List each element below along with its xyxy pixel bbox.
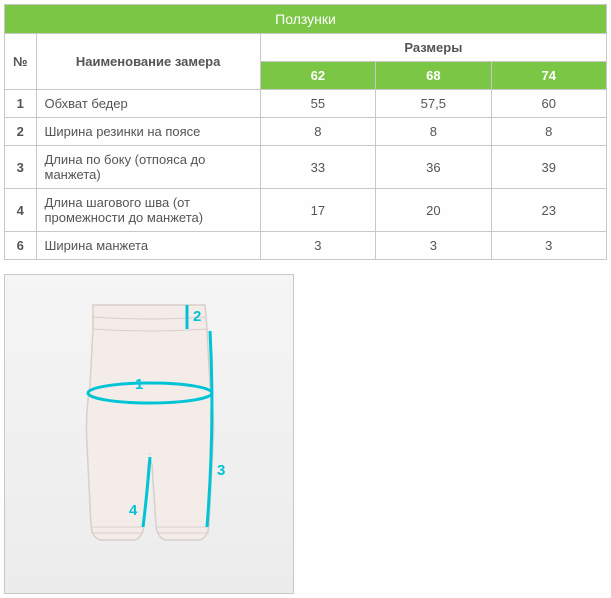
measure-label-4: 4: [129, 502, 138, 519]
table-row: 6 Ширина манжета 3 3 3: [5, 232, 607, 260]
measure-label-3: 3: [217, 462, 225, 479]
row-num: 2: [5, 118, 37, 146]
row-name: Длина шагового шва (от промежности до ма…: [36, 189, 260, 232]
row-name: Обхват бедер: [36, 90, 260, 118]
row-val: 57,5: [376, 90, 491, 118]
table-row: 2 Ширина резинки на поясе 8 8 8: [5, 118, 607, 146]
table-row: 4 Длина шагового шва (от промежности до …: [5, 189, 607, 232]
row-val: 17: [260, 189, 375, 232]
measure-label-2: 2: [193, 308, 201, 325]
size-label: 68: [376, 62, 491, 90]
row-val: 23: [491, 189, 606, 232]
row-name: Длина по боку (отпояса до манжета): [36, 146, 260, 189]
garment-svg: 1 2 3 4: [5, 275, 295, 595]
col-header-name: Наименование замера: [36, 34, 260, 90]
col-header-sizes: Размеры: [260, 34, 606, 62]
table-row: 3 Длина по боку (отпояса до манжета) 33 …: [5, 146, 607, 189]
row-val: 20: [376, 189, 491, 232]
row-num: 4: [5, 189, 37, 232]
size-label: 62: [260, 62, 375, 90]
row-num: 1: [5, 90, 37, 118]
size-table: Ползунки № Наименование замера Размеры 6…: [4, 4, 607, 260]
row-val: 3: [376, 232, 491, 260]
col-header-num: №: [5, 34, 37, 90]
row-val: 3: [491, 232, 606, 260]
row-name: Ширина манжета: [36, 232, 260, 260]
garment-shape: [86, 305, 213, 540]
size-label: 74: [491, 62, 606, 90]
table-row: 1 Обхват бедер 55 57,5 60: [5, 90, 607, 118]
row-val: 39: [491, 146, 606, 189]
row-val: 8: [491, 118, 606, 146]
table-title: Ползунки: [5, 5, 607, 34]
row-val: 8: [260, 118, 375, 146]
row-val: 36: [376, 146, 491, 189]
measure-label-1: 1: [135, 376, 143, 393]
row-val: 3: [260, 232, 375, 260]
measurement-diagram: 1 2 3 4: [4, 274, 294, 594]
row-num: 6: [5, 232, 37, 260]
row-val: 55: [260, 90, 375, 118]
row-name: Ширина резинки на поясе: [36, 118, 260, 146]
row-val: 33: [260, 146, 375, 189]
row-val: 8: [376, 118, 491, 146]
row-val: 60: [491, 90, 606, 118]
row-num: 3: [5, 146, 37, 189]
